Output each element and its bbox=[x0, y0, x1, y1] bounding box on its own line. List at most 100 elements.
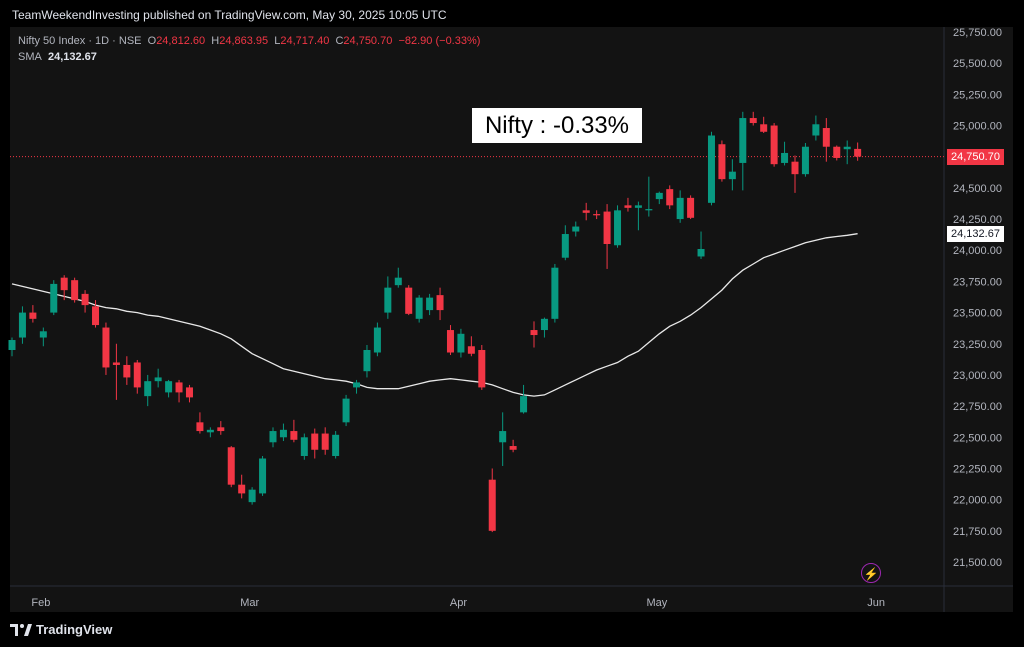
footer-brand[interactable]: TradingView bbox=[10, 622, 112, 637]
close-value: 24,750.70 bbox=[343, 35, 393, 47]
y-tick-label: 24,250.00 bbox=[953, 214, 1002, 226]
candle-body bbox=[436, 295, 444, 311]
candle-body bbox=[561, 234, 569, 258]
candle-body bbox=[791, 161, 799, 175]
candle-body bbox=[123, 364, 131, 378]
candle-body bbox=[582, 210, 590, 213]
candle-body bbox=[154, 377, 162, 382]
footer-brand-label: TradingView bbox=[36, 622, 113, 637]
candle-body bbox=[353, 382, 361, 388]
y-tick-label: 23,250.00 bbox=[953, 339, 1002, 351]
candle-body bbox=[854, 148, 862, 157]
candle-body bbox=[457, 333, 465, 353]
sma-line bbox=[11, 233, 858, 397]
sma-label: SMA bbox=[18, 51, 42, 63]
candle-body bbox=[551, 267, 559, 319]
candle-body bbox=[248, 489, 256, 503]
candle-body bbox=[760, 124, 768, 132]
x-tick-label: Mar bbox=[240, 597, 259, 609]
low-value: 24,717.40 bbox=[280, 35, 330, 47]
candle-body bbox=[175, 382, 183, 393]
candle-body bbox=[60, 277, 68, 291]
candle-body bbox=[812, 124, 820, 136]
candle-body bbox=[196, 422, 204, 432]
lightning-icon[interactable]: ⚡ bbox=[861, 563, 881, 583]
candle-body bbox=[321, 433, 329, 450]
candle-body bbox=[467, 346, 475, 354]
candle-body bbox=[728, 171, 736, 180]
candle-body bbox=[39, 331, 47, 338]
candle-body bbox=[426, 297, 434, 311]
x-tick-label: Feb bbox=[31, 597, 50, 609]
sma-value: 24,132.67 bbox=[47, 51, 97, 63]
candle-body bbox=[634, 205, 642, 208]
high-value: 24,863.95 bbox=[219, 35, 269, 47]
annotation-box[interactable]: Nifty : -0.33% bbox=[472, 108, 642, 143]
candle-body bbox=[499, 431, 507, 443]
candle-body bbox=[822, 128, 830, 147]
change-value: −82.90 (−0.33%) bbox=[398, 35, 481, 47]
candle-body bbox=[572, 226, 580, 232]
y-tick-label: 23,750.00 bbox=[953, 276, 1002, 288]
candle-body bbox=[373, 327, 381, 353]
candle-body bbox=[645, 209, 653, 211]
symbol-label[interactable]: Nifty 50 Index · 1D · NSE bbox=[18, 35, 142, 47]
sma-value-tag: 24,132.67 bbox=[947, 225, 1004, 242]
y-tick-label: 24,000.00 bbox=[953, 245, 1002, 257]
candle-body bbox=[770, 125, 778, 165]
y-tick-label: 23,500.00 bbox=[953, 308, 1002, 320]
candle-body bbox=[478, 350, 486, 388]
candle-body bbox=[833, 146, 841, 158]
y-tick-label: 21,500.00 bbox=[953, 557, 1002, 569]
candle-body bbox=[227, 447, 235, 485]
candle-body bbox=[415, 297, 423, 319]
candle-body bbox=[603, 211, 611, 244]
candle-body bbox=[300, 437, 308, 456]
y-tick-label: 24,500.00 bbox=[953, 183, 1002, 195]
sma-legend[interactable]: SMA 24,132.67 bbox=[18, 51, 97, 63]
candle-body bbox=[488, 479, 496, 531]
close-label: C bbox=[335, 35, 344, 47]
candle-body bbox=[394, 277, 402, 286]
candle-body bbox=[50, 283, 58, 313]
candle-body bbox=[81, 293, 89, 306]
candle-body bbox=[29, 312, 37, 319]
candle-body bbox=[363, 350, 371, 372]
high-label: H bbox=[211, 35, 220, 47]
ohlc-legend: Nifty 50 Index · 1D · NSE O24,812.60 H24… bbox=[18, 35, 480, 47]
y-tick-label: 22,000.00 bbox=[953, 495, 1002, 507]
candle-body bbox=[593, 214, 601, 216]
candle-body bbox=[165, 381, 173, 393]
low-label: L bbox=[274, 35, 281, 47]
y-tick-label: 22,250.00 bbox=[953, 463, 1002, 475]
candle-body bbox=[614, 210, 622, 246]
candle-body bbox=[238, 484, 246, 494]
candle-body bbox=[749, 118, 757, 124]
candle-body bbox=[342, 398, 350, 423]
y-tick-label: 22,750.00 bbox=[953, 401, 1002, 413]
publish-header: TeamWeekendInvesting published on Tradin… bbox=[12, 8, 447, 22]
y-tick-label: 22,500.00 bbox=[953, 432, 1002, 444]
x-tick-label: May bbox=[646, 597, 667, 609]
candle-body bbox=[332, 434, 340, 456]
x-tick-label: Jun bbox=[867, 597, 885, 609]
candle-body bbox=[185, 387, 193, 398]
candle-body bbox=[269, 431, 277, 443]
y-tick-label: 21,750.00 bbox=[953, 526, 1002, 538]
current-price-tag: 24,750.70 bbox=[947, 148, 1004, 165]
candle-body bbox=[112, 362, 120, 365]
tradingview-logo-icon bbox=[10, 623, 32, 636]
candle-body bbox=[405, 287, 413, 314]
candle-body bbox=[384, 287, 392, 313]
y-tick-label: 25,250.00 bbox=[953, 89, 1002, 101]
candle-body bbox=[676, 197, 684, 220]
candle-body bbox=[144, 381, 152, 397]
candle-body bbox=[279, 429, 287, 438]
y-tick-label: 25,000.00 bbox=[953, 121, 1002, 133]
candle-body bbox=[781, 152, 789, 163]
open-value: 24,812.60 bbox=[156, 35, 206, 47]
candle-body bbox=[697, 248, 705, 257]
y-tick-label: 25,500.00 bbox=[953, 58, 1002, 70]
candle-body bbox=[259, 458, 267, 494]
